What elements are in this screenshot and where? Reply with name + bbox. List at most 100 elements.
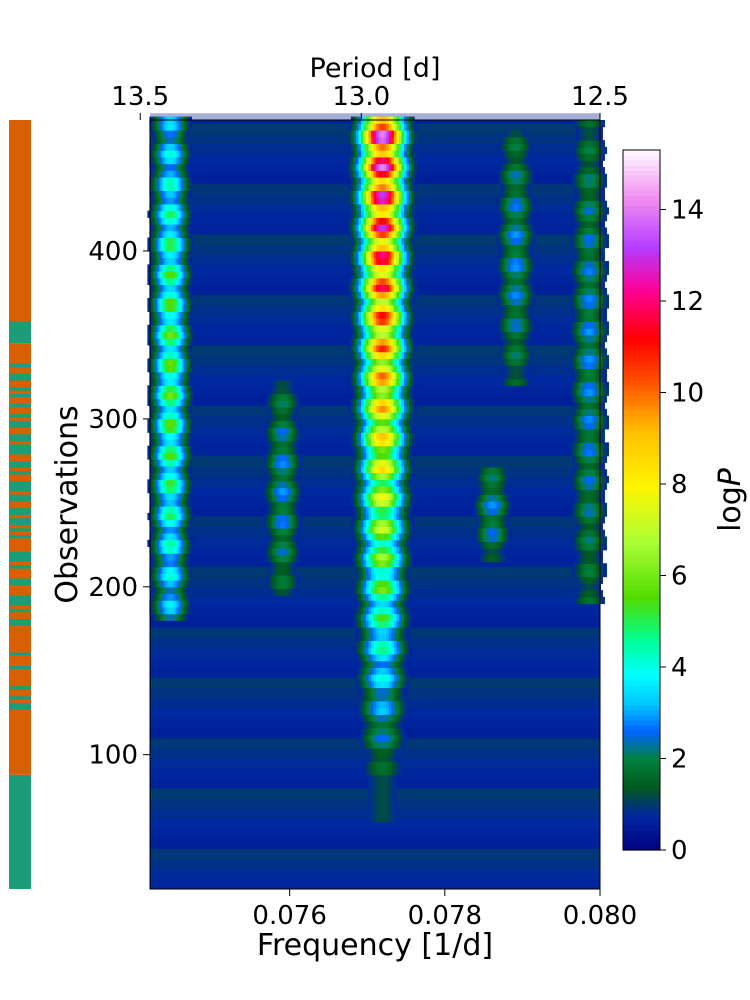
heatmap-cell [499,534,502,542]
heatmap-cell [404,297,408,306]
heatmap-cell [181,156,184,165]
heatmap-cell [177,445,180,453]
heatmap-cell [163,546,166,554]
heatmap-cell [187,318,190,326]
heatmap-cell [411,177,415,185]
heatmap-cell [147,365,150,373]
heatmap-cell [187,580,190,588]
heatmap-cell [378,432,382,440]
heatmap-cell [373,815,377,823]
heatmap-cell [388,781,392,789]
heatmap-cell [366,324,370,333]
heatmap-cell [159,613,162,621]
heatmap-cell [169,156,172,165]
heatmap-cell [499,514,502,522]
heatmap-cell [353,559,357,568]
heatmap-cell [524,371,528,380]
heatmap-cell [358,512,362,521]
heatmap-cell [388,163,392,171]
heatmap-cell [388,264,392,272]
heatmap-cell [388,788,392,796]
heatmap-cell [287,393,291,401]
heatmap-cell [353,183,357,192]
heatmap-cell [404,170,408,178]
heatmap-cell [269,480,273,489]
heatmap-cell [391,439,395,447]
heatmap-cell [155,130,158,138]
heatmap-cell [275,480,279,489]
heatmap-cell [185,559,188,568]
heatmap-cell [409,244,413,252]
heatmap-cell [273,400,277,408]
heatmap-cell [383,754,387,762]
heatmap-cell [358,559,362,568]
heatmap-cell [388,633,392,642]
heatmap-cell [267,534,271,542]
heatmap-cell [287,380,291,388]
heatmap-cell [297,467,301,475]
heatmap-cell [153,452,156,460]
heatmap-cell [404,230,408,239]
heatmap-cell [393,479,398,487]
heatmap-cell [376,479,380,487]
heatmap-cell [510,351,514,359]
heatmap-cell [505,487,508,495]
heatmap-cell [393,452,398,460]
heatmap-cell [401,398,405,406]
heatmap-cell [396,553,400,561]
heatmap-cell [383,257,387,265]
heatmap-cell [398,170,403,178]
heatmap-cell [291,413,295,422]
heatmap-cell [183,338,186,346]
heatmap-cell [163,123,166,131]
heatmap-cell [378,486,382,494]
heatmap-cell [409,197,413,205]
heatmap-cell [406,526,410,534]
heatmap-cell [177,479,180,487]
heatmap-cell [358,606,362,615]
heatmap-cell [161,412,164,420]
heatmap-cell [157,613,160,621]
heatmap-cell [159,385,162,393]
heatmap-cell [185,344,188,353]
heatmap-cell [350,459,354,467]
heatmap-cell [378,754,382,762]
heatmap-cell [283,501,287,509]
heatmap-cell [181,506,184,514]
heatmap-cell [391,586,395,594]
heatmap-cell [363,593,367,601]
heatmap-cell [398,526,403,534]
heatmap-cell [507,494,510,502]
heatmap-cell [287,588,291,596]
heatmap-cell [289,521,293,529]
heatmap-cell [495,534,498,542]
heatmap-cell [149,425,152,433]
heatmap-cell [171,586,174,594]
heatmap-cell [381,398,385,406]
heatmap-cell [373,237,377,245]
strip-row [9,386,31,391]
heatmap-cell [165,318,168,326]
strip-row [9,497,31,502]
heatmap-cell [151,606,154,615]
heatmap-cell [350,519,354,527]
heatmap-cell [163,606,166,615]
heatmap-cell [177,425,180,433]
heatmap-cell [388,371,392,380]
heatmap-cell [411,217,415,225]
heatmap-cell [491,534,494,542]
heatmap-cell [373,156,377,165]
heatmap-cell [151,297,154,306]
heatmap-cell [497,514,500,522]
strip-row [9,470,31,475]
heatmap-cell [371,297,375,306]
heatmap-cell [401,264,405,272]
heatmap-cell [271,494,275,502]
heatmap-cell [524,351,528,359]
heatmap-cell [396,237,400,245]
heatmap-cell [396,392,400,400]
heatmap-cell [350,304,354,312]
heatmap-cell [404,606,408,615]
heatmap-cell [181,398,184,406]
heatmap-cell [396,533,400,541]
